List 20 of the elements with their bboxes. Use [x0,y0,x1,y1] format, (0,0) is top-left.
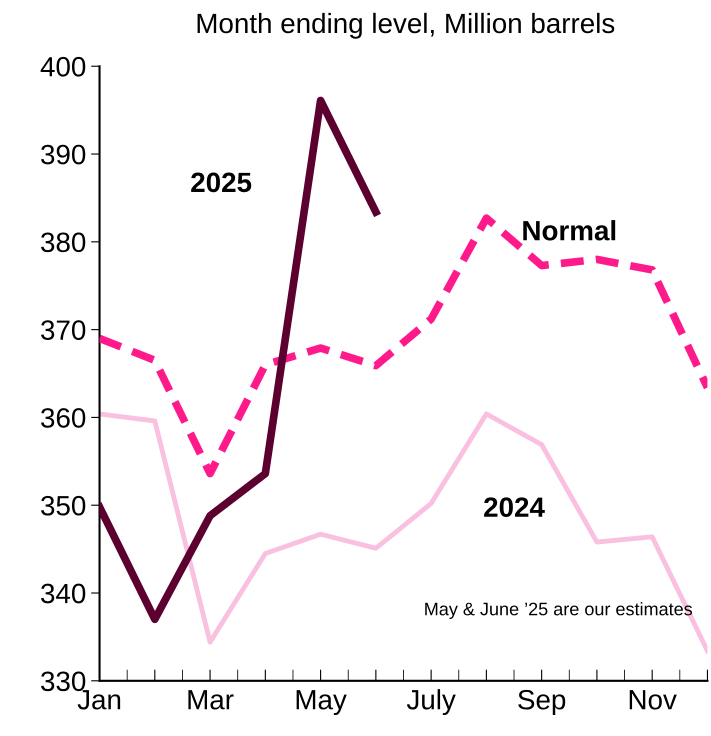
y-tick-label: 340 [41,584,86,604]
y-tick-label: 370 [41,320,86,340]
series-label: 2024 [484,497,545,518]
x-tick-label: Sep [518,690,566,716]
y-tick-label: 360 [41,408,86,428]
series-label: 2025 [191,172,252,192]
x-tick-label: July [406,689,456,716]
y-tick-label: 330 [41,671,86,692]
x-tick-label: Nov [630,690,677,710]
line-series [100,411,708,654]
y-tick-label: 350 [41,496,86,516]
x-tick-label: Mar [188,690,234,710]
series-label: Normal [523,220,616,241]
x-tick-label: Jan [78,690,120,710]
y-tick-label: 400 [40,56,86,77]
annotation: May & June ’25 are our estimates [425,602,692,619]
y-tick-label: 390 [41,144,86,164]
y-tick-label: 380 [41,232,86,252]
chart-title: Month ending level, Million barrels [198,12,614,39]
x-tick-label: May [296,690,347,716]
